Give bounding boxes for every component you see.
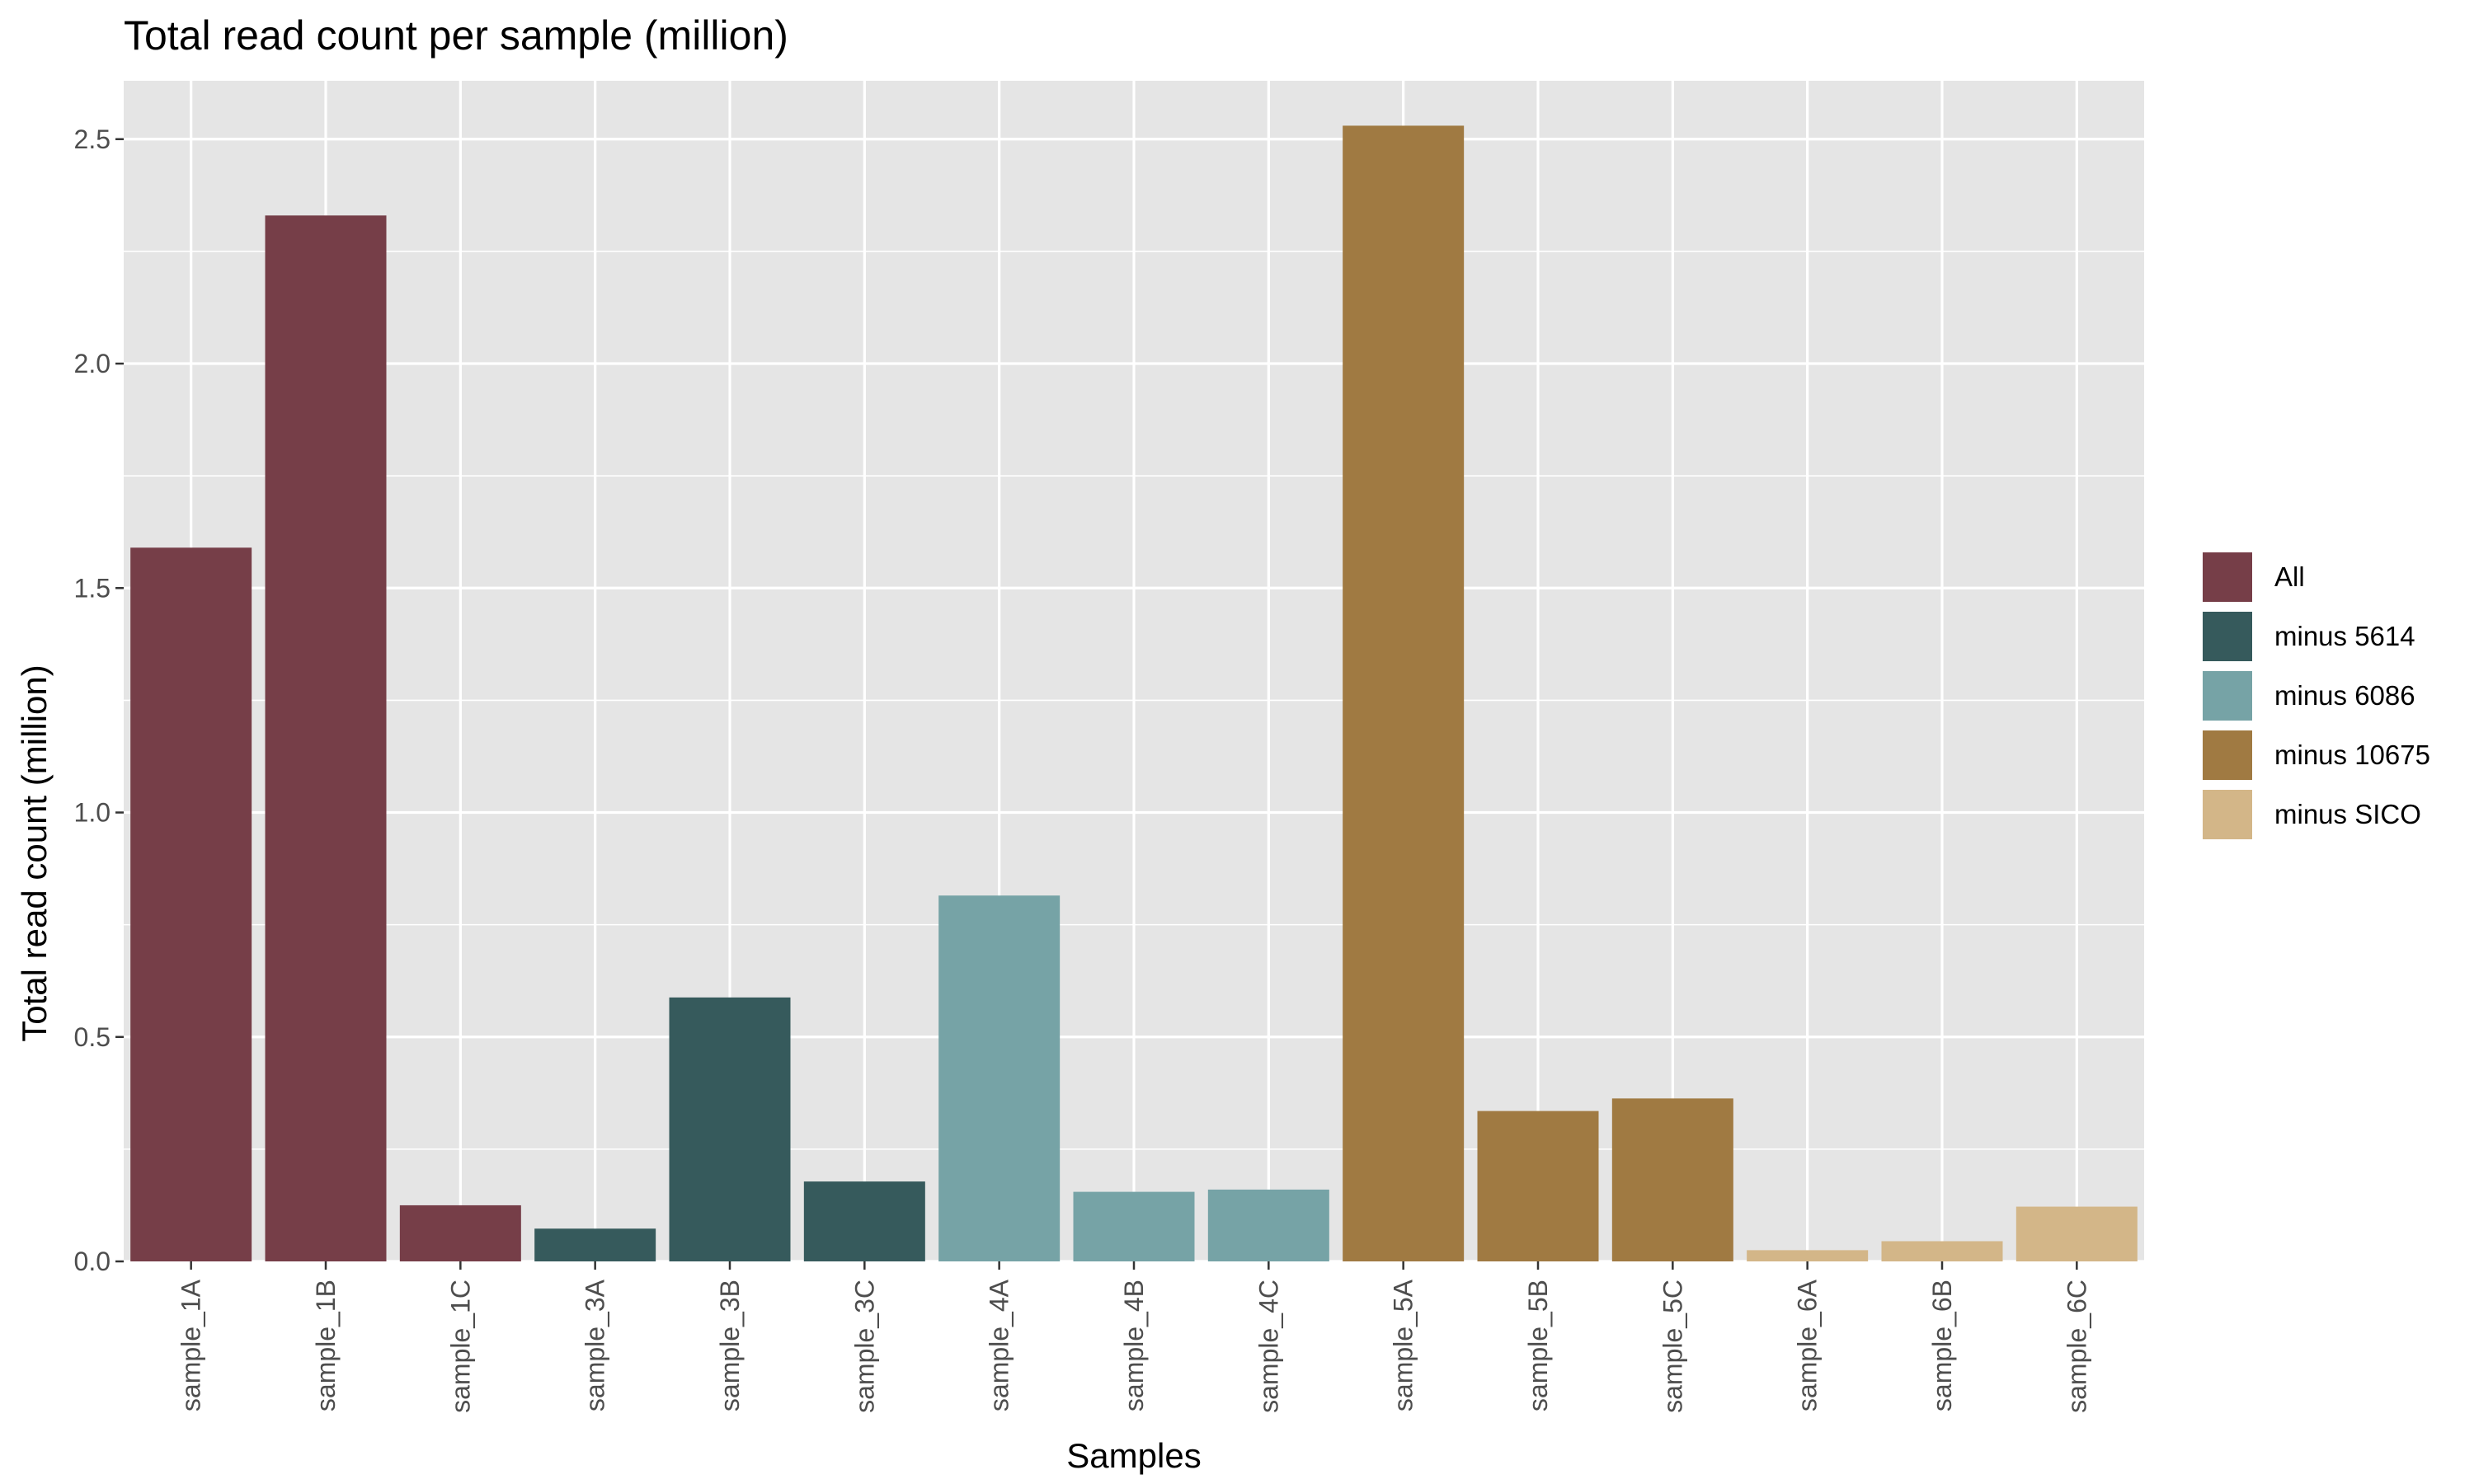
bar-sample-6a: [1747, 1250, 1869, 1261]
bar-sample-4c: [1207, 1189, 1329, 1261]
x-tick-label: sample_6B: [1927, 1280, 1957, 1411]
y-tick-label: 1.5: [74, 573, 111, 603]
legend-item-all: All: [2200, 547, 2430, 607]
bar-sample-1a: [130, 547, 252, 1261]
legend-label-minus-10675: minus 10675: [2274, 740, 2430, 770]
bar-sample-3b: [669, 997, 791, 1261]
y-tick-label: 2.0: [74, 349, 111, 378]
x-tick-label: sample_1B: [311, 1280, 341, 1411]
bar-sample-1c: [399, 1205, 521, 1261]
bar-sample-1b: [265, 215, 387, 1262]
x-tick-label: sample_6C: [2062, 1280, 2091, 1413]
x-tick-label: sample_4B: [1119, 1280, 1149, 1411]
bar-sample-6b: [1881, 1241, 2003, 1261]
bar-sample-3c: [803, 1181, 925, 1261]
legend-label-minus-6086: minus 6086: [2274, 680, 2415, 711]
bar-sample-4b: [1073, 1191, 1195, 1261]
x-tick-label: sample_4A: [985, 1279, 1014, 1411]
x-tick-label: sample_3C: [849, 1280, 879, 1413]
x-tick-label: sample_1C: [445, 1280, 475, 1413]
bar-sample-5a: [1343, 125, 1465, 1261]
legend-item-minus-6086: minus 6086: [2200, 666, 2430, 726]
x-tick-label: sample_5A: [1389, 1279, 1418, 1411]
legend-label-all: All: [2274, 561, 2305, 592]
x-tick-label: sample_5C: [1658, 1280, 1687, 1413]
y-tick-label: 0.5: [74, 1022, 111, 1052]
legend-swatch-minus-sico: [2200, 787, 2255, 842]
legend-swatch-minus-10675: [2200, 728, 2255, 782]
x-axis-label: Samples: [1066, 1436, 1202, 1475]
legend-item-minus-5614: minus 5614: [2200, 607, 2430, 666]
y-axis-label: Total read count (million): [15, 665, 54, 1042]
x-tick-label: sample_6A: [1793, 1279, 1823, 1411]
bar-sample-3a: [534, 1228, 656, 1261]
legend-swatch-minus-6086: [2200, 669, 2255, 723]
y-tick-label: 1.0: [74, 798, 111, 828]
bar-sample-6c: [2015, 1206, 2138, 1261]
legend-label-minus-sico: minus SICO: [2274, 799, 2421, 829]
legend-label-minus-5614: minus 5614: [2274, 621, 2415, 651]
legend-item-minus-sico: minus SICO: [2200, 785, 2430, 844]
x-tick-label: sample_3B: [715, 1280, 745, 1411]
x-tick-label: sample_4C: [1253, 1280, 1283, 1413]
x-tick-label: sample_1A: [176, 1279, 206, 1411]
legend-item-minus-10675: minus 10675: [2200, 726, 2430, 785]
y-tick-label: 0.0: [74, 1247, 111, 1276]
bar-sample-4a: [938, 895, 1061, 1261]
legend-swatch-all: [2200, 550, 2255, 604]
x-tick-label: sample_3A: [581, 1279, 610, 1411]
bar-sample-5b: [1477, 1111, 1599, 1261]
chart-title: Total read count per sample (million): [124, 12, 788, 59]
legend-swatch-minus-5614: [2200, 609, 2255, 664]
x-tick-label: sample_5B: [1523, 1280, 1553, 1411]
legend: All minus 5614 minus 6086 minus 10675 mi…: [2200, 547, 2430, 844]
bar-sample-5c: [1611, 1098, 1733, 1261]
y-tick-label: 2.5: [74, 124, 111, 154]
